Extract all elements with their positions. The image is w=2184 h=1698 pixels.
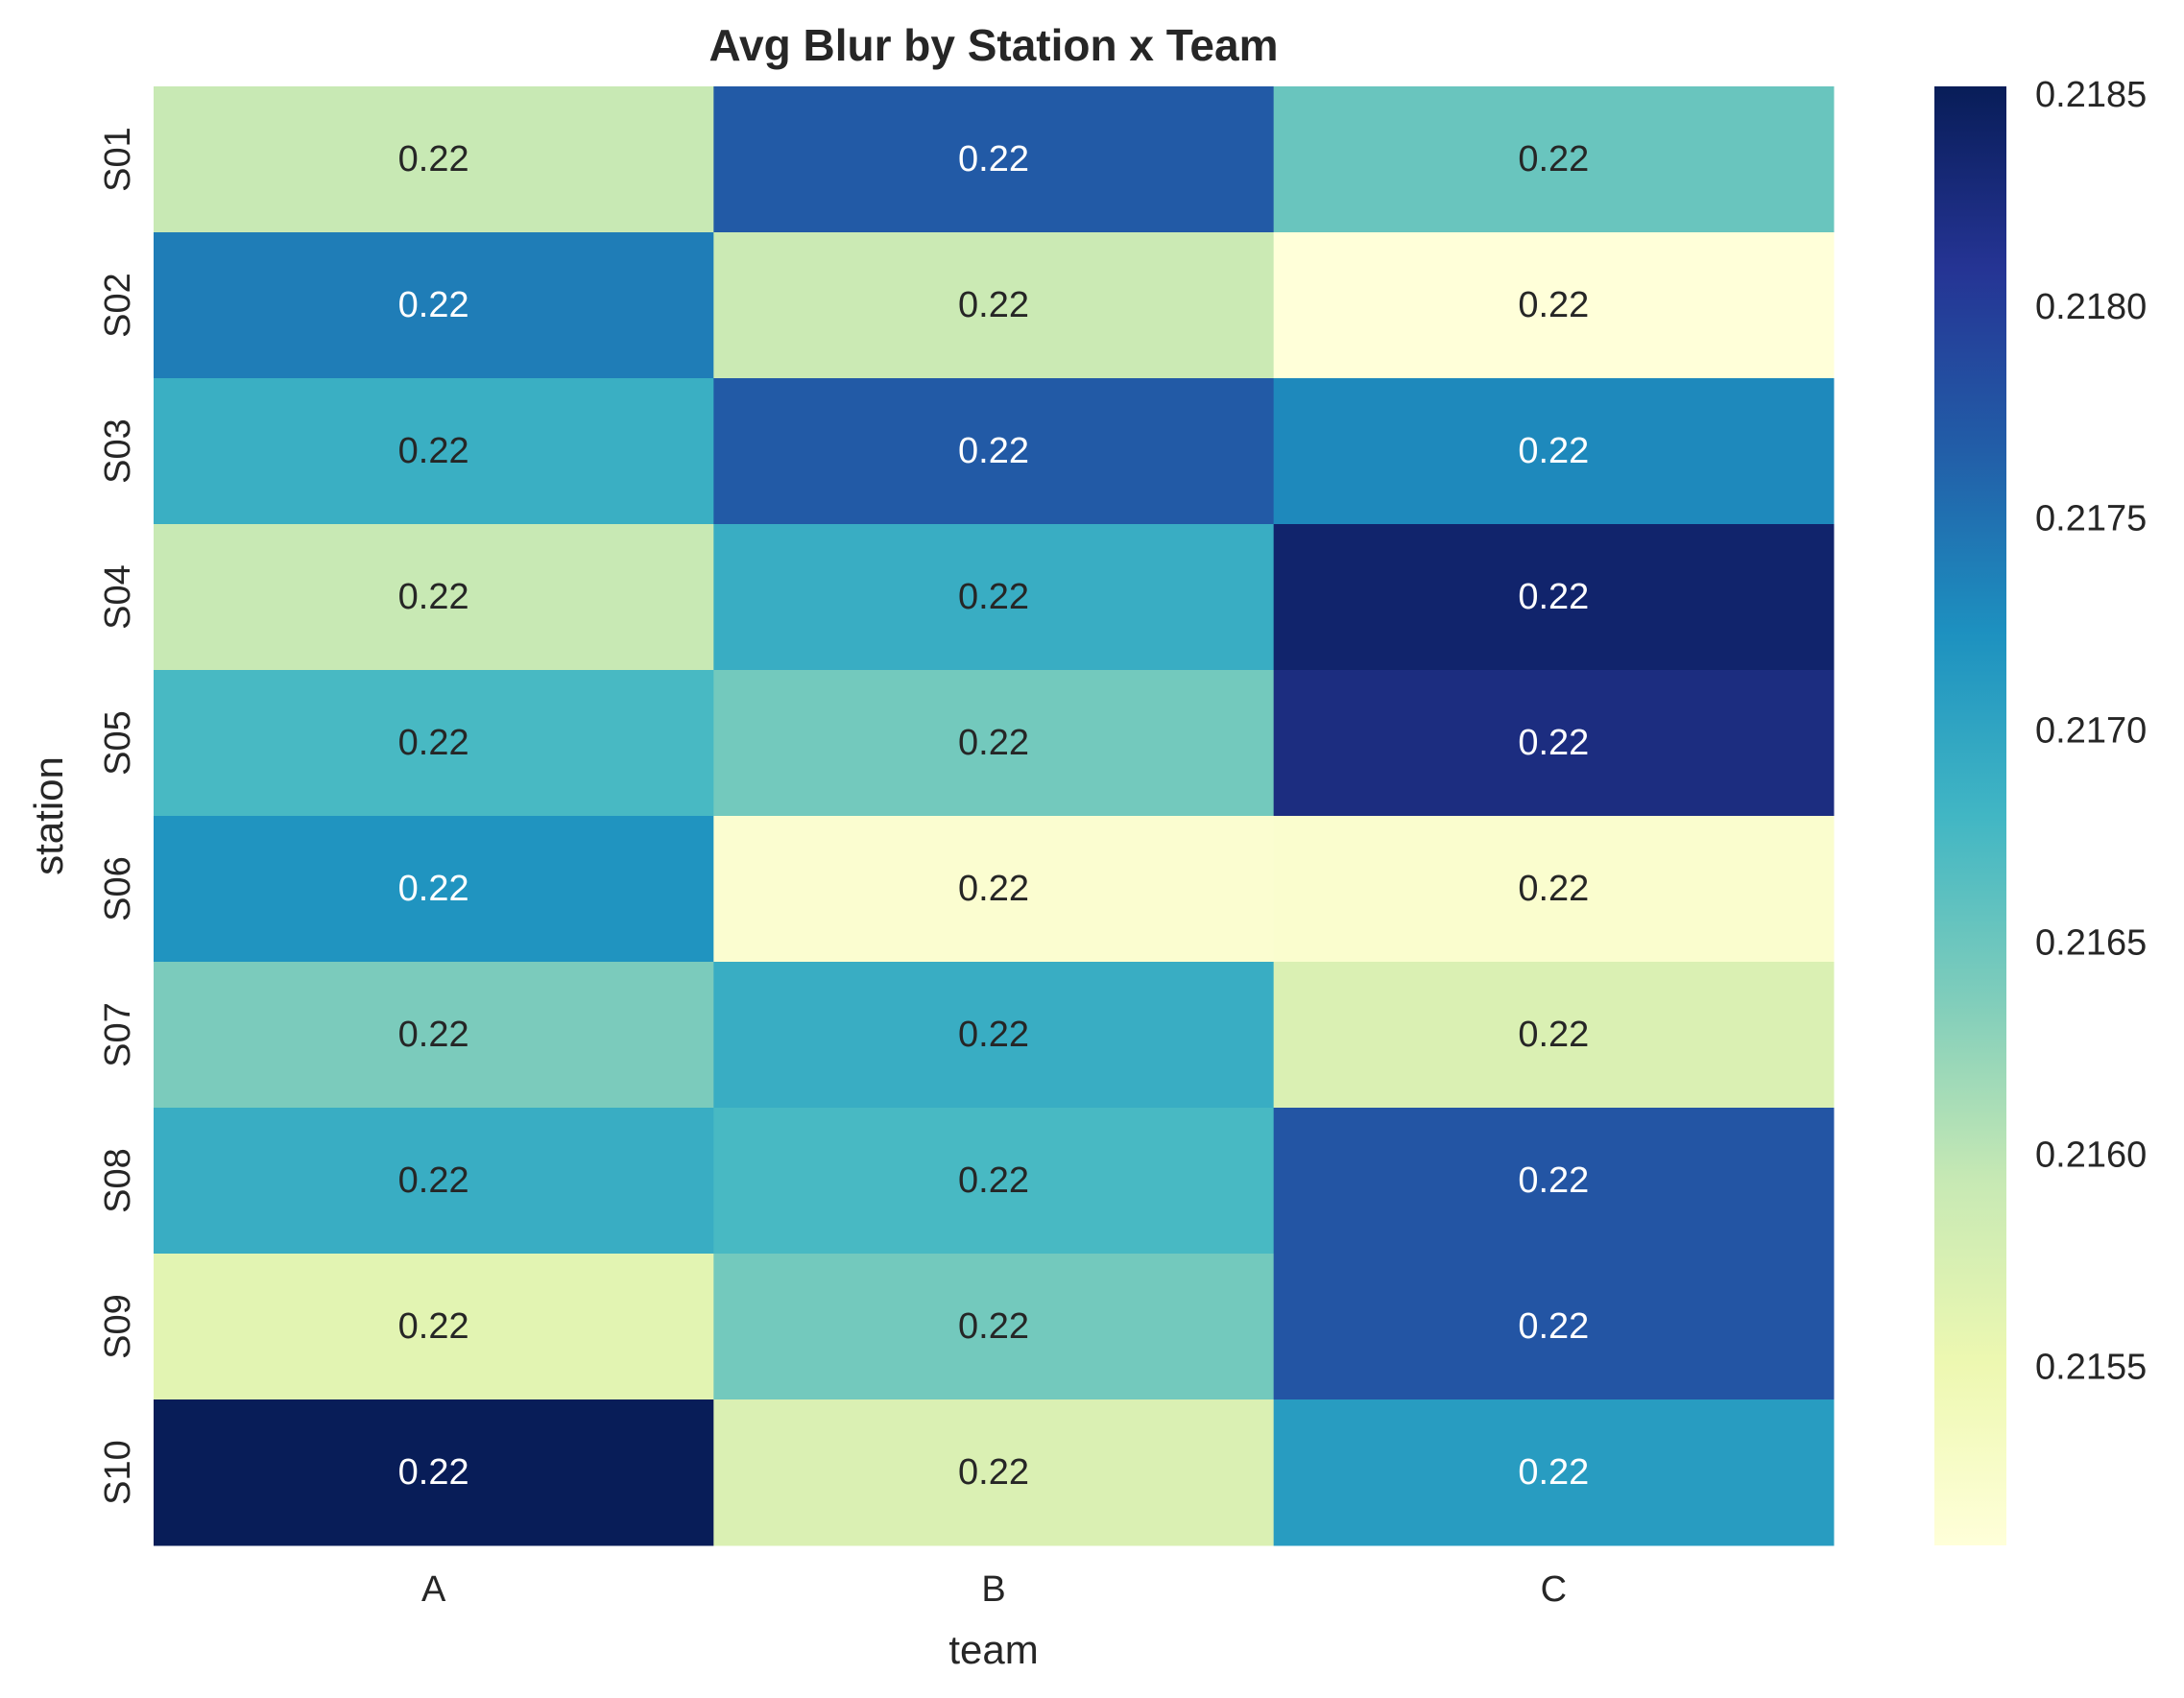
cell-annotation-S05-C: 0.22 — [1518, 723, 1589, 763]
heatmap-cell-S10-A — [154, 1399, 714, 1546]
y-tick-label-S03: S03 — [98, 419, 138, 484]
y-tick-label-S08: S08 — [98, 1148, 138, 1213]
colorbar-tick-label-4: 0.2175 — [2035, 499, 2147, 539]
cell-annotation-S06-A: 0.22 — [398, 869, 469, 909]
heatmap-cell-S04-B — [713, 524, 1275, 671]
cell-annotation-S10-B: 0.22 — [958, 1452, 1029, 1493]
x-axis-label: team — [948, 1627, 1038, 1672]
heatmap-cell-S05-C — [1273, 670, 1835, 817]
cell-annotation-S03-B: 0.22 — [958, 431, 1029, 471]
heatmap-cell-S09-B — [713, 1254, 1275, 1400]
cell-annotation-S01-B: 0.22 — [958, 139, 1029, 179]
heatmap-cell-S01-A — [154, 86, 714, 233]
heatmap-cell-S05-B — [713, 670, 1275, 817]
x-tick-label-A: A — [421, 1569, 446, 1610]
y-tick-label-S09: S09 — [98, 1294, 138, 1359]
cell-annotation-S02-A: 0.22 — [398, 285, 469, 325]
x-tick-label-C: C — [1541, 1569, 1567, 1610]
heatmap-cells: 0.22 0.22 0.22 0.22 0.22 0.22 0.22 0.22 0.22 0.22… — [154, 86, 1835, 1546]
cell-annotation-S04-C: 0.22 — [1518, 577, 1589, 617]
y-tick-label-S01: S01 — [98, 127, 138, 192]
colorbar-tick-label-1: 0.2160 — [2035, 1135, 2147, 1175]
cell-annotation-S09-A: 0.22 — [398, 1306, 469, 1347]
heatmap-cell-S09-C — [1273, 1254, 1835, 1400]
heatmap-cell-S07-C — [1273, 962, 1835, 1109]
cell-annotation-S07-B: 0.22 — [958, 1015, 1029, 1055]
heatmap-cell-S10-C — [1273, 1399, 1835, 1546]
colorbar-tick-label-2: 0.2165 — [2035, 923, 2147, 964]
cell-annotation-S03-A: 0.22 — [398, 431, 469, 471]
cell-annotation-S10-A: 0.22 — [398, 1452, 469, 1493]
heatmap-cell-S06-B — [713, 816, 1275, 963]
heatmap-cell-S10-B — [713, 1399, 1275, 1546]
cell-annotation-S08-A: 0.22 — [398, 1160, 469, 1201]
cell-annotation-S02-B: 0.22 — [958, 285, 1029, 325]
x-tick-label-B: B — [981, 1569, 1005, 1610]
y-axis-label: station — [26, 756, 71, 875]
cell-annotation-S07-A: 0.22 — [398, 1015, 469, 1055]
y-axis-ticks: S01 S02 S03 S04 S05 S06 S07 S08 S09 S10 — [98, 127, 138, 1505]
heatmap-cell-S02-B — [713, 232, 1275, 379]
heatmap-cell-S07-A — [154, 962, 714, 1109]
cell-annotation-S06-C: 0.22 — [1518, 869, 1589, 909]
cell-annotation-S09-B: 0.22 — [958, 1306, 1029, 1347]
heatmap-cell-S03-A — [154, 378, 714, 525]
y-tick-label-S05: S05 — [98, 710, 138, 776]
cell-annotation-S01-A: 0.22 — [398, 139, 469, 179]
heatmap-cell-S08-A — [154, 1108, 714, 1255]
heatmap-cell-S07-B — [713, 962, 1275, 1109]
heatmap-cell-S08-C — [1273, 1108, 1835, 1255]
cell-annotation-S02-C: 0.22 — [1518, 285, 1589, 325]
y-tick-label-S06: S06 — [98, 856, 138, 921]
heatmap-cell-S09-A — [154, 1254, 714, 1400]
cell-annotation-S05-A: 0.22 — [398, 723, 469, 763]
heatmap-cell-S08-B — [713, 1108, 1275, 1255]
cell-annotation-S03-C: 0.22 — [1518, 431, 1589, 471]
cell-annotation-S04-B: 0.22 — [958, 577, 1029, 617]
y-tick-label-S10: S10 — [98, 1440, 138, 1505]
cell-annotation-S08-B: 0.22 — [958, 1160, 1029, 1201]
cell-annotation-S06-B: 0.22 — [958, 869, 1029, 909]
colorbar-tick-label-6: 0.2185 — [2035, 75, 2147, 115]
chart-title: Avg Blur by Station x Team — [709, 20, 1279, 70]
y-tick-label-S07: S07 — [98, 1002, 138, 1067]
heatmap-cell-S02-A — [154, 232, 714, 379]
colorbar-tick-label-3: 0.2170 — [2035, 711, 2147, 752]
colorbar-tick-label-0: 0.2155 — [2035, 1347, 2147, 1387]
colorbar — [1934, 86, 2006, 1545]
cell-annotation-S05-B: 0.22 — [958, 723, 1029, 763]
heatmap-cell-S06-C — [1273, 816, 1835, 963]
heatmap-cell-S01-C — [1273, 86, 1835, 233]
y-tick-label-S04: S04 — [98, 564, 138, 630]
y-tick-label-S02: S02 — [98, 273, 138, 338]
colorbar-ticks: 0.2155 0.2160 0.2165 0.2170 0.2175 0.2180 0.21… — [2035, 75, 2147, 1388]
heatmap-cell-S03-C — [1273, 378, 1835, 525]
heatmap-cell-S02-C — [1273, 232, 1835, 379]
heatmap-cell-S06-A — [154, 816, 714, 963]
cell-annotation-S08-C: 0.22 — [1518, 1160, 1589, 1201]
heatmap-cell-S01-B — [713, 86, 1275, 233]
heatmap-cell-S04-C — [1273, 524, 1835, 671]
cell-annotation-S07-C: 0.22 — [1518, 1015, 1589, 1055]
cell-annotation-S10-C: 0.22 — [1518, 1452, 1589, 1493]
cell-annotation-S01-C: 0.22 — [1518, 139, 1589, 179]
cell-annotation-S09-C: 0.22 — [1518, 1306, 1589, 1347]
heatmap-cell-S05-A — [154, 670, 714, 817]
x-axis-ticks: A B C — [421, 1569, 1567, 1610]
heatmap-cell-S03-B — [713, 378, 1275, 525]
heatmap-cell-S04-A — [154, 524, 714, 671]
colorbar-tick-label-5: 0.2180 — [2035, 287, 2147, 327]
cell-annotation-S04-A: 0.22 — [398, 577, 469, 617]
